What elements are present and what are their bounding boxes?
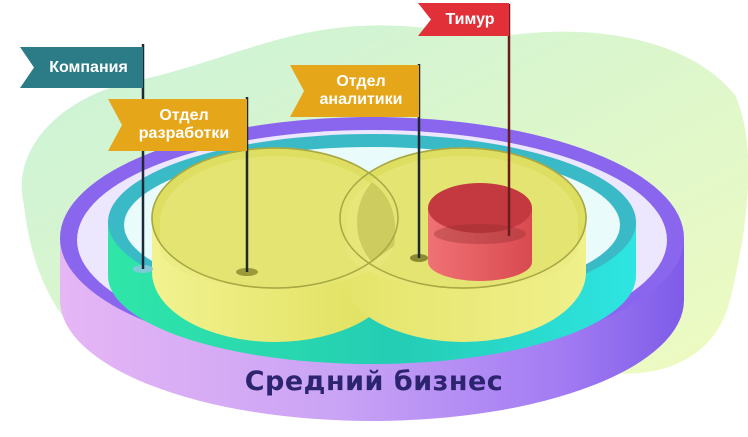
analytics-department-flag-label-box: Отдел аналитики [303, 65, 419, 117]
person-flag-label: Тимур [445, 10, 495, 28]
person-cylinder [428, 183, 532, 281]
segment-label: Средний бизнес [244, 366, 504, 397]
dev-department-flag-label: Отдел разработки [138, 107, 230, 142]
dev-department-flag [108, 99, 247, 151]
company-flag-label: Компания [49, 58, 128, 76]
person-flag-label-box: Тимур [431, 3, 509, 36]
company-flag [20, 47, 143, 88]
company-flag-label-box: Компания [34, 47, 143, 88]
analytics-department-flag [290, 65, 419, 117]
analytics-department-flag-label: Отдел аналитики [319, 73, 403, 108]
person-flag [418, 3, 509, 36]
dev-department-flag-label-box: Отдел разработки [121, 99, 247, 151]
